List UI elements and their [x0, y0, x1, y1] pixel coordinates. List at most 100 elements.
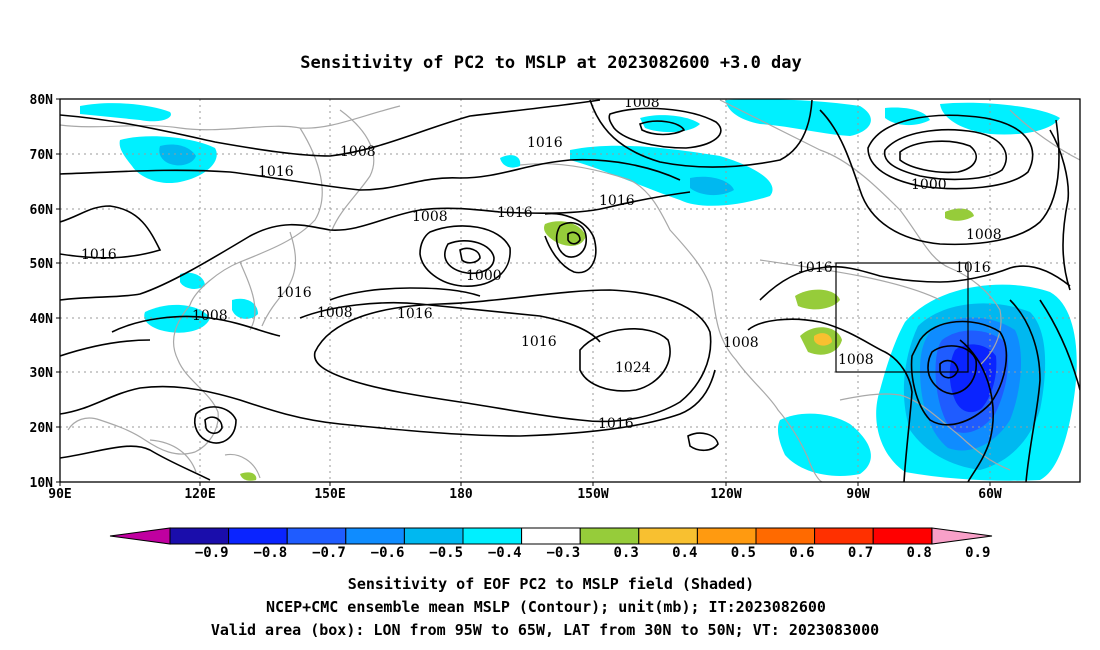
contour-line	[608, 107, 722, 149]
contour-line	[111, 315, 281, 337]
contour-label: 1016	[81, 247, 117, 263]
shade-region	[814, 333, 832, 346]
longitude-axis: 90E 120E 150E 180 150W 120W 90W 60W	[48, 482, 1002, 502]
shade-region	[690, 176, 734, 196]
contour-label: 1016	[527, 135, 563, 151]
shade-region	[640, 115, 700, 133]
colorbar-swatch	[403, 527, 464, 545]
colorbar-swatch	[814, 527, 874, 545]
gridlines	[60, 99, 1080, 482]
contour-label: 1000	[911, 177, 947, 193]
colorbar-tick-label: 0.7	[848, 545, 873, 561]
contour-line	[1049, 129, 1071, 291]
contour-label: 1016	[797, 260, 833, 276]
valid-area-box	[835, 262, 969, 373]
colorbar-tick-label: 0.8	[907, 545, 932, 561]
colorbar-swatch	[755, 527, 816, 545]
contour-label: 1008	[192, 308, 228, 324]
lat-tick-label: 30N	[30, 366, 54, 381]
colorbar-tick-label: 0.5	[731, 545, 756, 561]
contour-label: 1016	[521, 334, 557, 350]
coastline-path	[261, 231, 297, 327]
coastline-path	[759, 259, 941, 301]
shade-region	[500, 155, 521, 168]
contour-line	[899, 140, 978, 174]
colorbar-tick-label: 0.9	[965, 545, 990, 561]
shade-region	[885, 107, 930, 126]
lon-tick-label: 90W	[846, 487, 870, 502]
contour-line	[299, 302, 601, 343]
contour-line	[329, 287, 481, 301]
coastline-path	[519, 163, 823, 482]
colorbar-swatch	[345, 527, 405, 545]
lat-tick-label: 50N	[30, 257, 54, 272]
coastline-path	[839, 393, 1011, 471]
colorbar-swatch	[169, 527, 230, 545]
colorbar-swatches	[169, 527, 933, 545]
colorbar-swatch	[696, 527, 757, 545]
contour-line	[60, 205, 162, 259]
shade-region	[777, 413, 871, 476]
contour-label: 1008	[317, 305, 353, 321]
caption-line-2: NCEP+CMC ensemble mean MSLP (Contour); u…	[266, 598, 826, 616]
contour-line	[959, 339, 994, 482]
coastline-path	[719, 99, 1002, 366]
contour-label: 1008	[838, 352, 874, 368]
contour-line	[759, 265, 1071, 301]
coastline-path	[149, 439, 261, 479]
contour-line	[60, 191, 691, 301]
contour-line	[567, 231, 581, 245]
shade-region	[544, 221, 586, 246]
contour-label: 1024	[615, 360, 651, 376]
contour-line	[819, 109, 1060, 246]
colorbar-tick-label: 0.4	[672, 545, 697, 561]
shade-region	[725, 99, 871, 136]
contour-line	[194, 406, 237, 444]
mslp-contours	[60, 99, 1080, 482]
colorbar-over-arrow	[931, 527, 993, 545]
lon-tick-label: 120E	[184, 487, 215, 502]
contour-line	[638, 120, 686, 136]
contour-line	[60, 339, 151, 357]
contour-label: 1016	[276, 285, 312, 301]
lat-tick-label: 40N	[30, 312, 54, 327]
coastline-path	[1009, 109, 1080, 161]
lon-tick-label: 120W	[710, 487, 741, 502]
contour-label: 1016	[955, 260, 991, 276]
coastlines	[60, 99, 1080, 482]
contour-label: 1016	[397, 306, 433, 322]
colorbar-swatch	[521, 527, 581, 545]
contour-line	[883, 129, 1007, 181]
lon-tick-label: 60W	[978, 487, 1002, 502]
colorbar-tick-label: 0.3	[614, 545, 639, 561]
contour-line	[419, 225, 511, 287]
figure-title: Sensitivity of PC2 to MSLP at 2023082600…	[300, 53, 802, 73]
lat-tick-label: 10N	[30, 476, 54, 491]
contour-labels: 1008 1016 1016 1016 1000 1008 1008 1016 …	[81, 99, 1002, 432]
lon-tick-label: 90E	[48, 487, 71, 502]
shade-region	[945, 208, 974, 221]
colorbar-swatch	[462, 527, 523, 545]
contour-label: 1008	[966, 227, 1002, 243]
colorbar: −0.9 −0.8 −0.7 −0.6 −0.5 −0.4 −0.3 0.3 0.4 0.5 0.6…	[109, 527, 993, 561]
contour-line	[459, 247, 481, 264]
contour-line	[60, 99, 601, 157]
contour-line	[1039, 299, 1080, 391]
lat-tick-label: 80N	[30, 93, 54, 108]
shade-region	[144, 304, 210, 333]
shade-region	[795, 289, 840, 310]
lat-tick-label: 70N	[30, 148, 54, 163]
contour-line	[444, 240, 495, 274]
contour-line	[867, 114, 1034, 190]
contour-line	[747, 318, 913, 482]
coastline-path	[60, 105, 401, 455]
contour-line	[687, 432, 719, 452]
caption-line-3: Valid area (box): LON from 95W to 65W, L…	[211, 621, 879, 639]
contour-label: 1016	[599, 193, 635, 209]
caption-line-1: Sensitivity of EOF PC2 to MSLP field (Sh…	[348, 575, 754, 593]
colorbar-tick-label: 0.6	[789, 545, 814, 561]
contour-label: 1016	[258, 164, 294, 180]
contour-label: 1008	[723, 335, 759, 351]
shade-region	[240, 472, 257, 481]
coastline-path	[331, 109, 375, 231]
